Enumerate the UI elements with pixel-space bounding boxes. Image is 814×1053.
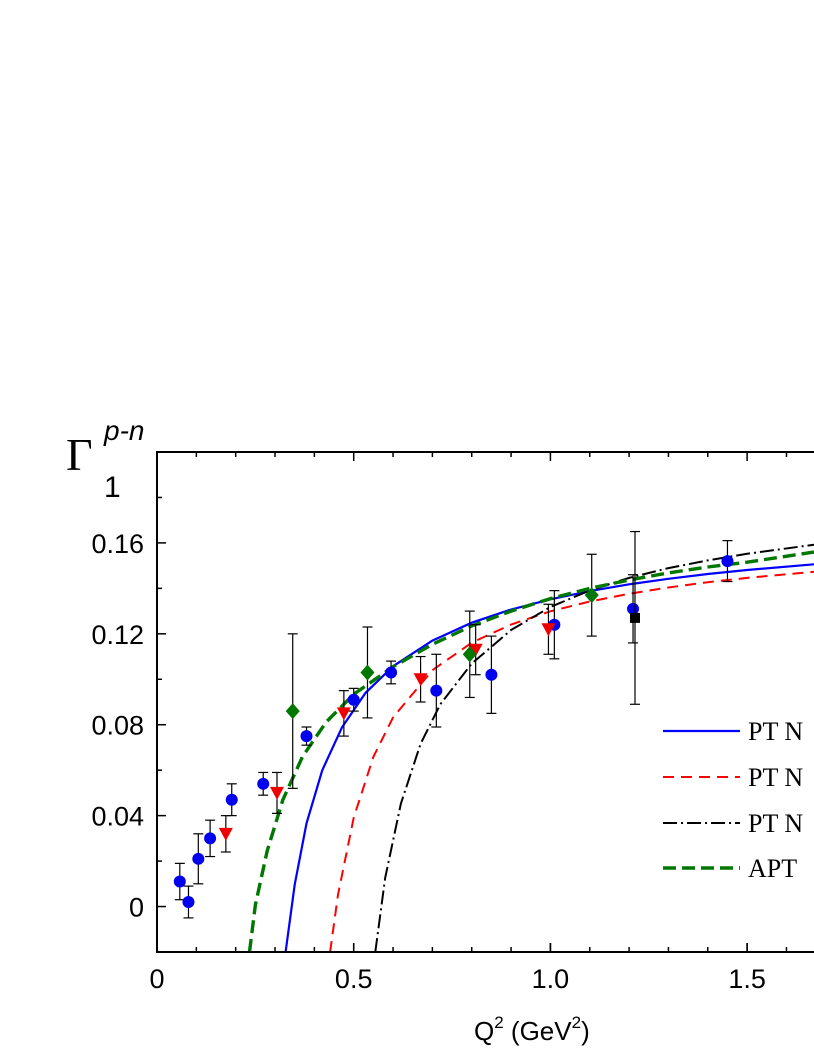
y-tick-label: 0.12: [91, 620, 144, 650]
data-point-triangle: [218, 827, 233, 841]
data-point-triangle: [269, 786, 284, 800]
curve-pt-n3lo: [374, 543, 814, 952]
data-point-diamond: [584, 587, 599, 604]
curves-layer: [247, 543, 814, 952]
data-point-diamond: [285, 703, 300, 720]
curve-apt: [247, 550, 814, 952]
curve-pt-nlo: [284, 563, 814, 952]
x-axis-label: Q2 (GeV2): [474, 1013, 590, 1046]
data-point-circle: [300, 730, 313, 743]
legend-label: APT: [748, 854, 797, 883]
data-point-circle: [257, 777, 270, 790]
y-axis-label-subscript: 1: [104, 471, 121, 504]
x-tick-label: 1.0: [532, 964, 570, 994]
data-point-circle: [173, 875, 186, 888]
data-point-circle: [627, 602, 640, 615]
data-point-circle: [430, 684, 443, 697]
data-point-circle: [204, 832, 217, 845]
data-point-circle: [225, 793, 238, 806]
y-tick-label: 0.08: [91, 711, 144, 741]
data-point-circle: [182, 896, 195, 908]
legend-label: PT N: [748, 809, 803, 838]
curve-pt-n2lo: [329, 570, 814, 952]
data-point-triangle: [336, 707, 351, 721]
data-point-triangle: [413, 673, 428, 687]
data-point-diamond: [462, 646, 477, 663]
data-points-layer: [173, 530, 734, 919]
y-axis-label-symbol: Γ: [66, 429, 93, 480]
data-point-triangle: [468, 643, 483, 657]
legend-label: PT N: [748, 763, 803, 792]
x-tick-label: 0.5: [335, 964, 373, 994]
data-point-triangle: [541, 623, 556, 637]
data-point-circle: [721, 555, 734, 568]
data-point-circle: [385, 666, 398, 679]
data-point-diamond: [360, 664, 375, 681]
legend: PT N PT N PT N APT: [663, 717, 803, 883]
y-tick-label: 0.04: [91, 802, 144, 832]
data-point-circle: [192, 852, 205, 865]
axis-ticks: 0 0.5 1.0 1.5 0 0.04 0.08 0.12 0.16: [91, 451, 788, 994]
data-point-square: [629, 612, 640, 623]
data-point-circle: [485, 668, 498, 681]
x-tick-label: 0: [149, 964, 164, 994]
plot-frame: [156, 451, 814, 953]
data-point-circle: [347, 693, 360, 706]
legend-label: PT N: [748, 717, 803, 746]
y-axis-label-superscript: p-n: [103, 415, 144, 446]
x-tick-label: 1.5: [728, 964, 766, 994]
y-tick-label: 0: [129, 893, 144, 923]
y-tick-label: 0.16: [91, 529, 144, 559]
